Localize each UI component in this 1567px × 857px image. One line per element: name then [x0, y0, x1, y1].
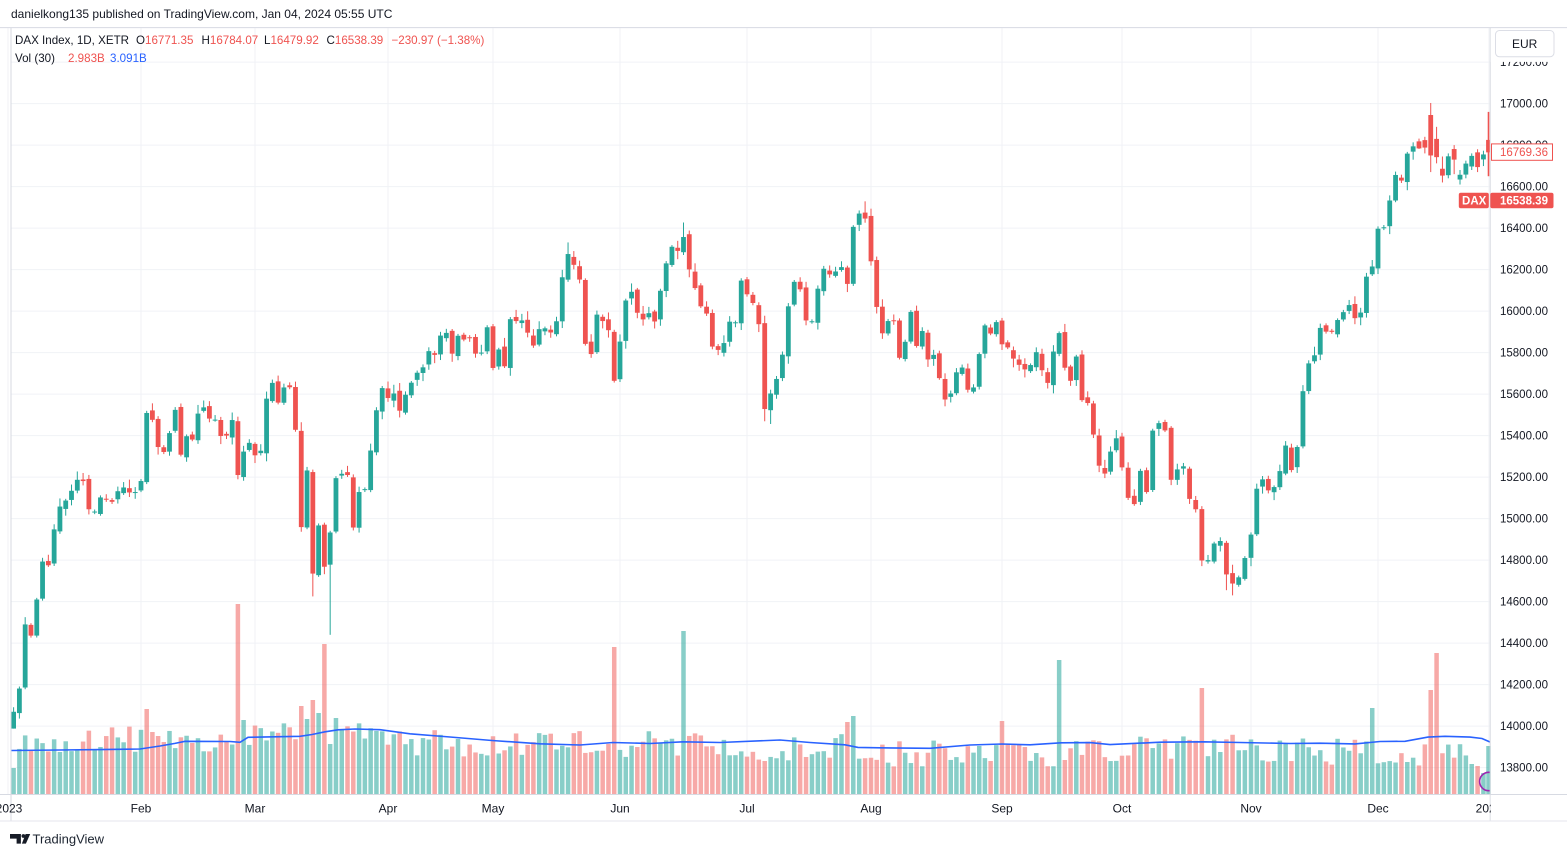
svg-text:Oct: Oct [1113, 802, 1132, 816]
svg-text:Apr: Apr [379, 802, 398, 816]
svg-text:EUR: EUR [1512, 37, 1538, 51]
svg-text:Mar: Mar [245, 802, 266, 816]
svg-text:15400.00: 15400.00 [1500, 431, 1548, 443]
svg-text:16600.00: 16600.00 [1500, 182, 1548, 194]
svg-text:17000.00: 17000.00 [1500, 99, 1548, 111]
svg-text:16200.00: 16200.00 [1500, 265, 1548, 277]
svg-text:DAX: DAX [1462, 195, 1487, 207]
svg-text:14000.00: 14000.00 [1500, 721, 1548, 733]
svg-text:16400.00: 16400.00 [1500, 223, 1548, 235]
svg-text:Feb: Feb [131, 802, 152, 816]
svg-text:Sep: Sep [991, 802, 1013, 816]
svg-text:TradingView: TradingView [33, 831, 105, 846]
svg-text:16769.36: 16769.36 [1500, 147, 1548, 159]
svg-text:14800.00: 14800.00 [1500, 555, 1548, 567]
svg-text:15800.00: 15800.00 [1500, 348, 1548, 360]
svg-text:2023: 2023 [0, 802, 23, 816]
svg-text:13800.00: 13800.00 [1500, 763, 1548, 775]
svg-text:15200.00: 15200.00 [1500, 472, 1548, 484]
svg-text:Dec: Dec [1367, 802, 1388, 816]
svg-text:Aug: Aug [860, 802, 881, 816]
svg-text:14600.00: 14600.00 [1500, 597, 1548, 609]
svg-text:15600.00: 15600.00 [1500, 389, 1548, 401]
svg-text:16538.39: 16538.39 [1500, 195, 1548, 207]
svg-text:Jul: Jul [739, 802, 754, 816]
svg-text:May: May [482, 802, 505, 816]
svg-text:14400.00: 14400.00 [1500, 638, 1548, 650]
svg-text:14200.00: 14200.00 [1500, 680, 1548, 692]
svg-text:Nov: Nov [1240, 802, 1261, 816]
svg-text:15000.00: 15000.00 [1500, 514, 1548, 526]
svg-text:Jun: Jun [610, 802, 629, 816]
svg-text:16000.00: 16000.00 [1500, 306, 1548, 318]
